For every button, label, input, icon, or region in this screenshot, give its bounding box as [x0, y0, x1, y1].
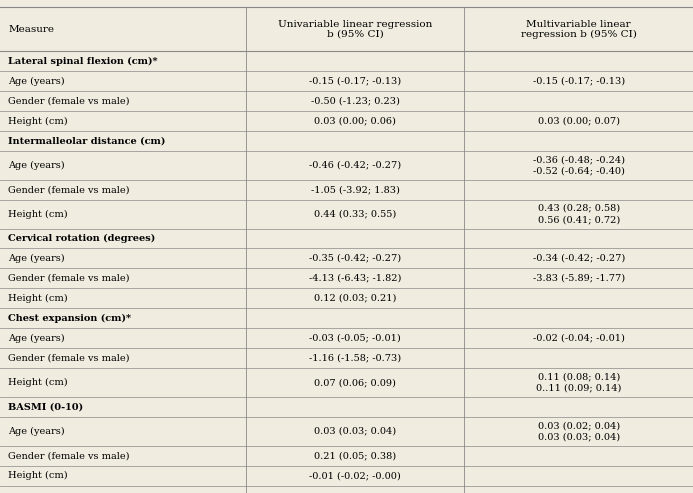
Text: Multivariable linear
regression b (95% CI): Multivariable linear regression b (95% C…: [520, 20, 637, 39]
Text: -0.01 (-0.02; -0.00): -0.01 (-0.02; -0.00): [309, 471, 401, 480]
Text: Height (cm): Height (cm): [8, 471, 68, 480]
Text: Gender (female vs male): Gender (female vs male): [8, 353, 130, 362]
Text: 0.12 (0.03; 0.21): 0.12 (0.03; 0.21): [314, 294, 396, 303]
Text: Lateral spinal flexion (cm)*: Lateral spinal flexion (cm)*: [8, 57, 158, 66]
Text: Height (cm): Height (cm): [8, 116, 68, 126]
Text: Age (years): Age (years): [8, 334, 65, 343]
Text: -4.13 (-6.43; -1.82): -4.13 (-6.43; -1.82): [309, 274, 401, 283]
Text: Height (cm): Height (cm): [8, 210, 68, 219]
Text: 0.21 (0.05; 0.38): 0.21 (0.05; 0.38): [314, 451, 396, 460]
Text: 0.56 (0.41; 0.72): 0.56 (0.41; 0.72): [538, 215, 620, 224]
Text: Gender (female vs male): Gender (female vs male): [8, 451, 130, 460]
Text: -0.52 (-0.64; -0.40): -0.52 (-0.64; -0.40): [533, 167, 624, 176]
Text: -0.36 (-0.48; -0.24): -0.36 (-0.48; -0.24): [533, 155, 624, 164]
Text: -1.05 (-3.92; 1.83): -1.05 (-3.92; 1.83): [310, 185, 400, 194]
Text: -1.16 (-1.58; -0.73): -1.16 (-1.58; -0.73): [309, 353, 401, 362]
Text: Chest expansion (cm)*: Chest expansion (cm)*: [8, 314, 131, 323]
Text: -0.34 (-0.42; -0.27): -0.34 (-0.42; -0.27): [532, 254, 625, 263]
Text: -0.02 (-0.04; -0.01): -0.02 (-0.04; -0.01): [533, 334, 624, 343]
Text: Univariable linear regression
b (95% CI): Univariable linear regression b (95% CI): [278, 20, 432, 39]
Text: Age (years): Age (years): [8, 161, 65, 170]
Text: Height (cm): Height (cm): [8, 378, 68, 387]
Text: Gender (female vs male): Gender (female vs male): [8, 274, 130, 283]
Text: -3.83 (-5.89; -1.77): -3.83 (-5.89; -1.77): [533, 274, 624, 283]
Text: 0.43 (0.28; 0.58): 0.43 (0.28; 0.58): [538, 204, 620, 213]
Text: Height (cm): Height (cm): [8, 294, 68, 303]
Text: -0.35 (-0.42; -0.27): -0.35 (-0.42; -0.27): [309, 254, 401, 263]
Text: BASMI (0-10): BASMI (0-10): [8, 402, 83, 411]
Text: 0.03 (0.03; 0.04): 0.03 (0.03; 0.04): [538, 432, 620, 442]
Text: -0.46 (-0.42; -0.27): -0.46 (-0.42; -0.27): [309, 161, 401, 170]
Text: Measure: Measure: [8, 25, 54, 34]
Text: Gender (female vs male): Gender (female vs male): [8, 185, 130, 194]
Text: Age (years): Age (years): [8, 76, 65, 86]
Text: -0.50 (-1.23; 0.23): -0.50 (-1.23; 0.23): [310, 97, 400, 106]
Text: -0.03 (-0.05; -0.01): -0.03 (-0.05; -0.01): [309, 334, 401, 343]
Text: Gender (female vs male): Gender (female vs male): [8, 97, 130, 106]
Text: -0.15 (-0.17; -0.13): -0.15 (-0.17; -0.13): [533, 76, 624, 86]
Text: 0.03 (0.00; 0.06): 0.03 (0.00; 0.06): [314, 116, 396, 126]
Text: 0.03 (0.03; 0.04): 0.03 (0.03; 0.04): [314, 427, 396, 436]
Text: Age (years): Age (years): [8, 427, 65, 436]
Text: 0.03 (0.02; 0.04): 0.03 (0.02; 0.04): [538, 421, 620, 430]
Text: -0.15 (-0.17; -0.13): -0.15 (-0.17; -0.13): [309, 76, 401, 86]
Text: Cervical rotation (degrees): Cervical rotation (degrees): [8, 234, 155, 243]
Text: 0.44 (0.33; 0.55): 0.44 (0.33; 0.55): [314, 210, 396, 218]
Text: Age (years): Age (years): [8, 254, 65, 263]
Text: 0.03 (0.00; 0.07): 0.03 (0.00; 0.07): [538, 116, 620, 126]
Text: 0.07 (0.06; 0.09): 0.07 (0.06; 0.09): [314, 378, 396, 387]
Text: Intermalleolar distance (cm): Intermalleolar distance (cm): [8, 137, 166, 145]
Text: 0.11 (0.08; 0.14): 0.11 (0.08; 0.14): [538, 372, 620, 381]
Text: 0..11 (0.09; 0.14): 0..11 (0.09; 0.14): [536, 384, 622, 393]
